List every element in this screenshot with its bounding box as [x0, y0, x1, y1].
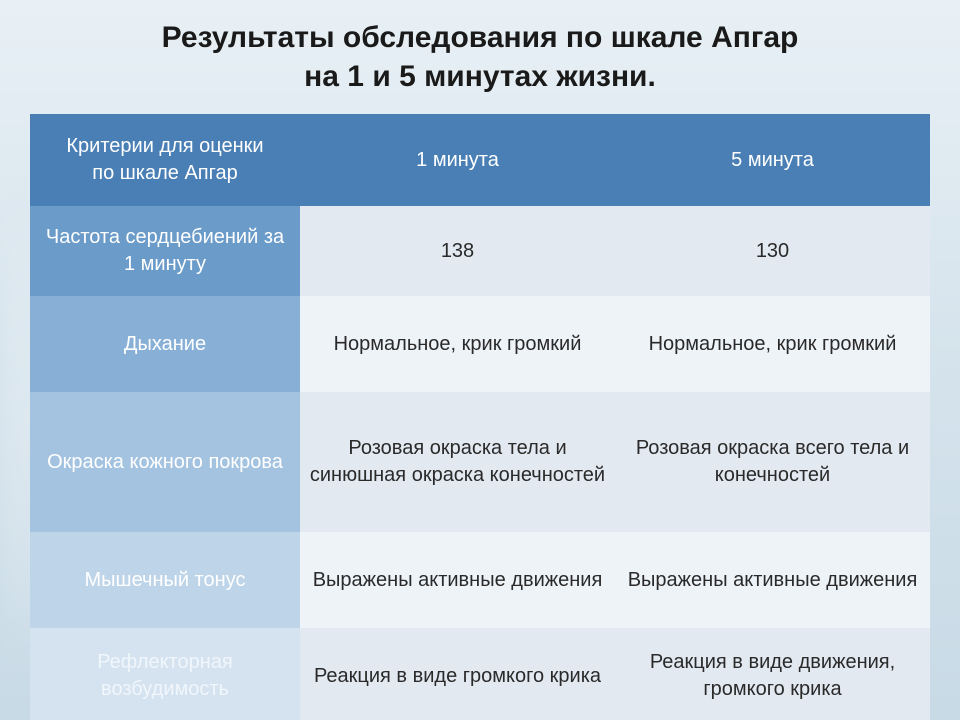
- header-minute-1: 1 минута: [300, 114, 615, 206]
- row-label-reflex: Рефлекторная возбудимость: [30, 628, 300, 720]
- row-label-line2: 1 минуту: [124, 253, 206, 275]
- row-label-breathing: Дыхание: [30, 296, 300, 392]
- cell-muscletone-min1: Выражены активные движения: [300, 532, 615, 628]
- row-label-heartrate: Частота сердцебиений за 1 минуту: [30, 206, 300, 296]
- table-row: Окраска кожного покрова Розовая окраска …: [30, 392, 930, 532]
- table-row: Мышечный тонус Выражены активные движени…: [30, 532, 930, 628]
- row-label-skincolor: Окраска кожного покрова: [30, 392, 300, 532]
- table-header-row: Критерии для оценки по шкале Апгар 1 мин…: [30, 114, 930, 206]
- row-label-line2: возбудимость: [101, 678, 229, 700]
- row-label-line1: Частота сердцебиений за: [46, 226, 284, 248]
- cell-skincolor-min5: Розовая окраска всего тела и конечностей: [615, 392, 930, 532]
- title-line-1: Результаты обследования по шкале Апгар: [162, 21, 799, 54]
- page-title: Результаты обследования по шкале Апгар н…: [30, 18, 930, 96]
- cell-breathing-min1: Нормальное, крик громкий: [300, 296, 615, 392]
- row-label-muscletone: Мышечный тонус: [30, 532, 300, 628]
- cell-heartrate-min1: 138: [300, 206, 615, 296]
- cell-muscletone-min5: Выражены активные движения: [615, 532, 930, 628]
- apgar-table: Критерии для оценки по шкале Апгар 1 мин…: [30, 114, 930, 720]
- cell-reflex-min5: Реакция в виде движения, громкого крика: [615, 628, 930, 720]
- header-criteria-line2: по шкале Апгар: [92, 162, 238, 184]
- cell-reflex-min1: Реакция в виде громкого крика: [300, 628, 615, 720]
- cell-breathing-min5: Нормальное, крик громкий: [615, 296, 930, 392]
- cell-skincolor-min1: Розовая окраска тела и синюшная окраска …: [300, 392, 615, 532]
- header-criteria-line1: Критерии для оценки: [66, 135, 263, 157]
- slide-content: Результаты обследования по шкале Апгар н…: [0, 0, 960, 720]
- cell-heartrate-min5: 130: [615, 206, 930, 296]
- row-label-line1: Рефлекторная: [97, 651, 233, 673]
- table-row: Дыхание Нормальное, крик громкий Нормаль…: [30, 296, 930, 392]
- table-row: Рефлекторная возбудимость Реакция в виде…: [30, 628, 930, 720]
- header-criteria: Критерии для оценки по шкале Апгар: [30, 114, 300, 206]
- title-line-2: на 1 и 5 минутах жизни.: [304, 60, 656, 93]
- table-row: Частота сердцебиений за 1 минуту 138 130: [30, 206, 930, 296]
- header-minute-5: 5 минута: [615, 114, 930, 206]
